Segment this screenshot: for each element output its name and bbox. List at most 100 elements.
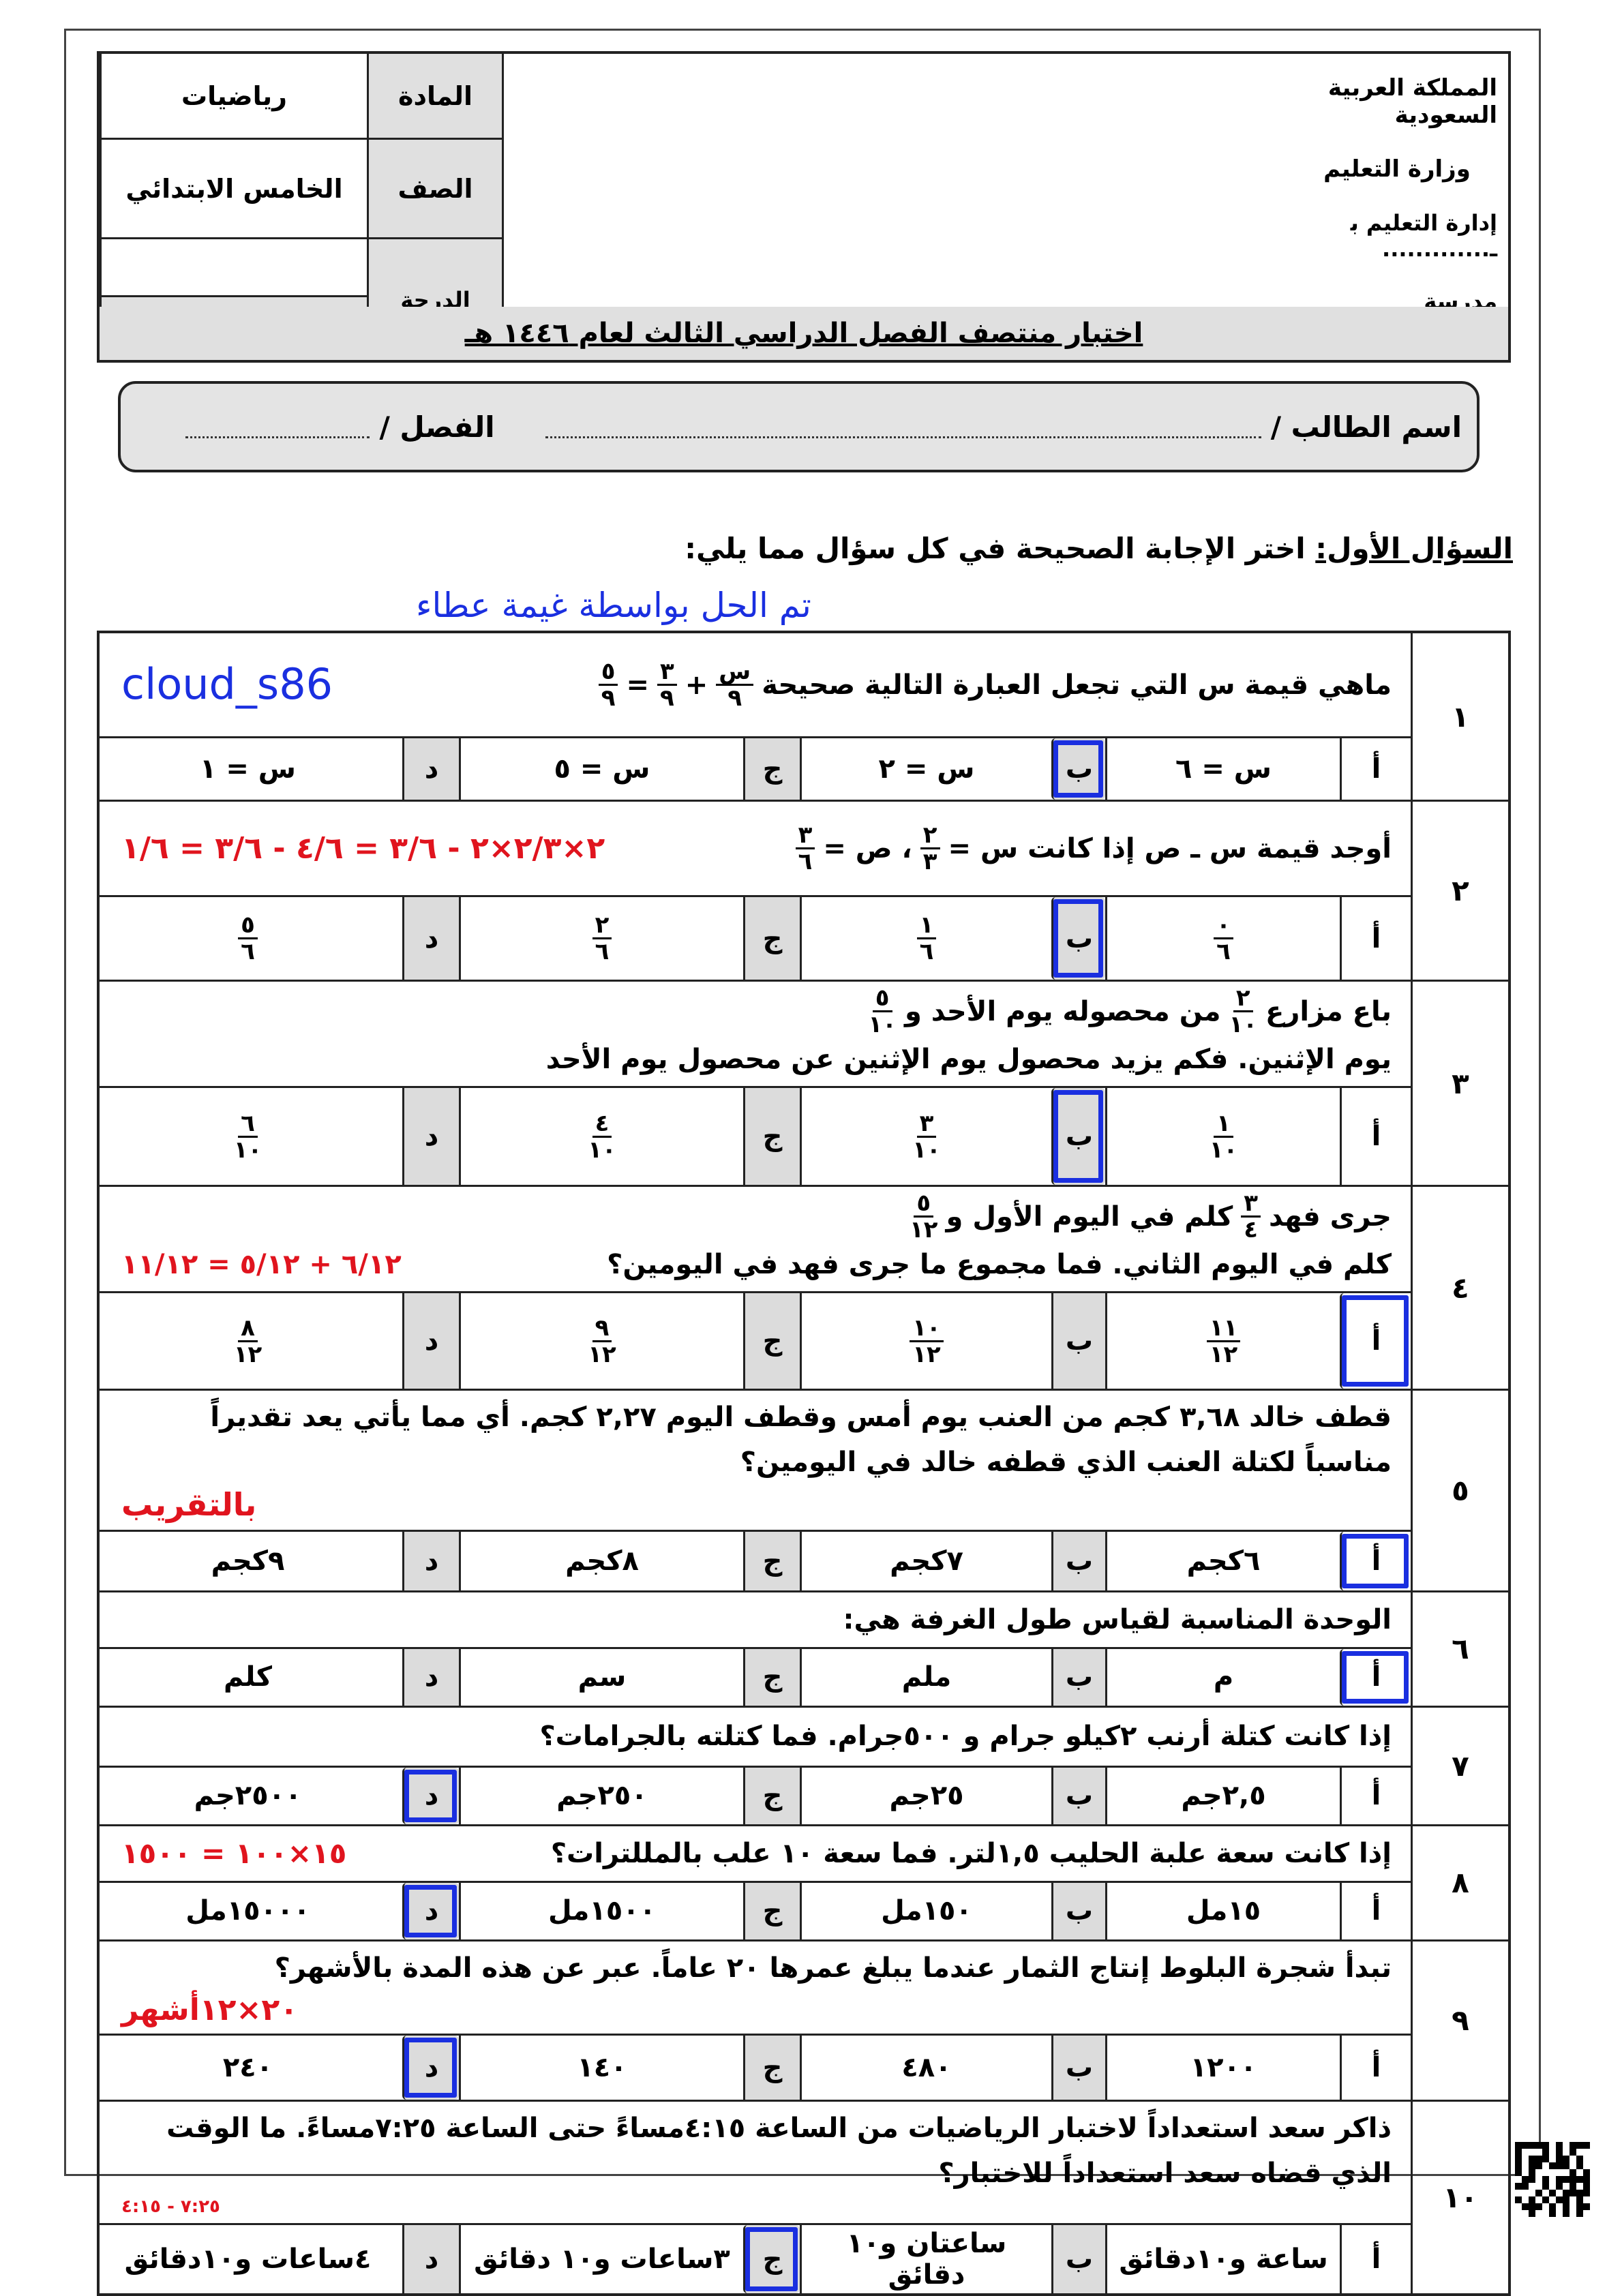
option-letter-3[interactable]: ج	[743, 2224, 800, 2293]
option-4[interactable]: كلم	[93, 1649, 402, 1706]
option-3[interactable]: ١٤٠	[459, 2035, 743, 2100]
option-4[interactable]: ٢٥٠٠جم	[93, 1768, 402, 1824]
option-letter-2[interactable]: ب	[1051, 2035, 1105, 2100]
qr-module	[1549, 2169, 1556, 2176]
class-field[interactable]	[185, 429, 370, 438]
qr-module	[1570, 2190, 1576, 2196]
section-title: السؤال الأول:	[1315, 532, 1513, 565]
option-text: ١٥٠مل	[881, 1895, 972, 1927]
option-letter-1[interactable]: أ	[1340, 1648, 1411, 1706]
qr-module	[1535, 2142, 1542, 2149]
option-letter-3[interactable]: ج	[743, 1293, 800, 1389]
option-letter-2[interactable]: ب	[1051, 897, 1105, 980]
option-letter-3[interactable]: ج	[743, 1882, 800, 1939]
option-1[interactable]: س = ٦	[1105, 738, 1340, 800]
option-2[interactable]: ١٥٠مل	[800, 1882, 1051, 1939]
option-letter-1[interactable]: أ	[1340, 1088, 1411, 1185]
option-4[interactable]: ٩كجم	[93, 1532, 402, 1590]
option-2[interactable]: ٧كجم	[800, 1531, 1051, 1590]
option-2[interactable]: ملم	[800, 1648, 1051, 1706]
option-2[interactable]: ١٠ ١٢	[800, 1293, 1051, 1389]
option-letter-3[interactable]: ج	[743, 897, 800, 980]
option-letter-2[interactable]: ب	[1051, 1088, 1105, 1185]
option-1[interactable]: ١١ ١٢	[1105, 1293, 1340, 1389]
option-letter-2[interactable]: ب	[1051, 1767, 1105, 1824]
option-1[interactable]: ساعة و١٠دقائق	[1105, 2224, 1340, 2293]
question-block: ٦ الوحدة المناسبة لقياس طول الغرفة هي: أ م ب…	[100, 1592, 1508, 1708]
option-letter-4[interactable]: د	[402, 1531, 459, 1590]
option-letter-4[interactable]: د	[402, 1293, 459, 1389]
option-4[interactable]: ٤ساعات و١٠دقائق	[93, 2225, 402, 2293]
option-letter-1[interactable]: أ	[1340, 897, 1411, 980]
option-letter-1[interactable]: أ	[1340, 1293, 1411, 1389]
option-3[interactable]: ٢٥٠جم	[459, 1767, 743, 1824]
option-letter-1[interactable]: أ	[1340, 2035, 1411, 2100]
option-3[interactable]: ٨كجم	[459, 1531, 743, 1590]
option-letter-3[interactable]: ج	[743, 1531, 800, 1590]
option-2[interactable]: س = ٢	[800, 738, 1051, 800]
option-letter-4[interactable]: د	[402, 738, 459, 800]
student-name-field[interactable]	[545, 429, 1261, 438]
option-letter-4[interactable]: د	[402, 1767, 459, 1824]
option-letter-1[interactable]: أ	[1340, 1882, 1411, 1939]
option-4[interactable]: ٨ ١٢	[93, 1293, 402, 1389]
option-letter-2[interactable]: ب	[1051, 2224, 1105, 2293]
option-letter-1[interactable]: أ	[1340, 1767, 1411, 1824]
question-block: ٥ قطف خالد ٣,٦٨ كجم من العنب يوم أمس وقطف…	[100, 1391, 1508, 1592]
option-letter-4[interactable]: د	[402, 1882, 459, 1939]
option-3[interactable]: ١٥٠٠مل	[459, 1882, 743, 1939]
option-4[interactable]: ١٥٠٠٠مل	[93, 1883, 402, 1939]
option-letter-4[interactable]: د	[402, 2224, 459, 2293]
option-3[interactable]: س = ٥	[459, 738, 743, 800]
option-letter-3[interactable]: ج	[743, 1767, 800, 1824]
option-2[interactable]: ٣ ١٠	[800, 1088, 1051, 1185]
option-2[interactable]: ساعتان و١٠ دقائق	[800, 2224, 1051, 2293]
qr-module	[1515, 2196, 1522, 2203]
option-letter-2[interactable]: ب	[1051, 1648, 1105, 1706]
option-letter-3[interactable]: ج	[743, 738, 800, 800]
qr-module	[1522, 2210, 1529, 2217]
fraction-denominator: ١٢	[910, 1216, 938, 1243]
option-letter-4[interactable]: د	[402, 1648, 459, 1706]
option-1[interactable]: ١٢٠٠	[1105, 2035, 1340, 2100]
option-3[interactable]: ٣ساعات و١٠ دقائق	[459, 2224, 743, 2293]
option-4[interactable]: ٢٤٠	[93, 2036, 402, 2100]
option-1[interactable]: م	[1105, 1648, 1340, 1706]
fraction-denominator: ٩	[660, 684, 674, 712]
option-2[interactable]: ٢٥جم	[800, 1767, 1051, 1824]
option-letter-4[interactable]: د	[402, 897, 459, 980]
option-letter-2[interactable]: ب	[1051, 1293, 1105, 1389]
option-2[interactable]: ٤٨٠	[800, 2035, 1051, 2100]
option-letter-4[interactable]: د	[402, 2035, 459, 2100]
option-letter-1[interactable]: أ	[1340, 2224, 1411, 2293]
option-1[interactable]: ١ ١٠	[1105, 1088, 1340, 1185]
qr-module	[1515, 2210, 1522, 2217]
option-letter-2[interactable]: ب	[1051, 1882, 1105, 1939]
option-letter-1[interactable]: أ	[1340, 1531, 1411, 1590]
fraction-numerator: ٢	[592, 913, 612, 939]
option-1[interactable]: ٢,٥جم	[1105, 1767, 1340, 1824]
option-3[interactable]: سم	[459, 1648, 743, 1706]
option-text: ٧كجم	[890, 1545, 963, 1577]
option-letter-2[interactable]: ب	[1051, 1531, 1105, 1590]
option-letter-2[interactable]: ب	[1051, 738, 1105, 800]
option-1[interactable]: ٦كجم	[1105, 1531, 1340, 1590]
option-letter-3[interactable]: ج	[743, 1648, 800, 1706]
options-row: أ ١٥مل ب ١٥٠مل ج ١٥٠٠مل د ١٥٠٠٠مل	[100, 1882, 1411, 1939]
section-instruction: اختر الإجابة الصحيحة في كل سؤال مما يلي:	[685, 532, 1306, 565]
option-letter-1[interactable]: أ	[1340, 738, 1411, 800]
option-letter-3[interactable]: ج	[743, 1088, 800, 1185]
option-1[interactable]: ١٥مل	[1105, 1882, 1340, 1939]
qr-module	[1563, 2169, 1570, 2176]
option-3[interactable]: ٤ ١٠	[459, 1088, 743, 1185]
option-4[interactable]: ٦ ١٠	[93, 1088, 402, 1185]
qr-module	[1549, 2156, 1556, 2162]
option-letter-3[interactable]: ج	[743, 2035, 800, 2100]
option-4[interactable]: س = ١	[93, 738, 402, 800]
option-3[interactable]: ٩ ١٢	[459, 1293, 743, 1389]
option-letter-4[interactable]: د	[402, 1088, 459, 1185]
